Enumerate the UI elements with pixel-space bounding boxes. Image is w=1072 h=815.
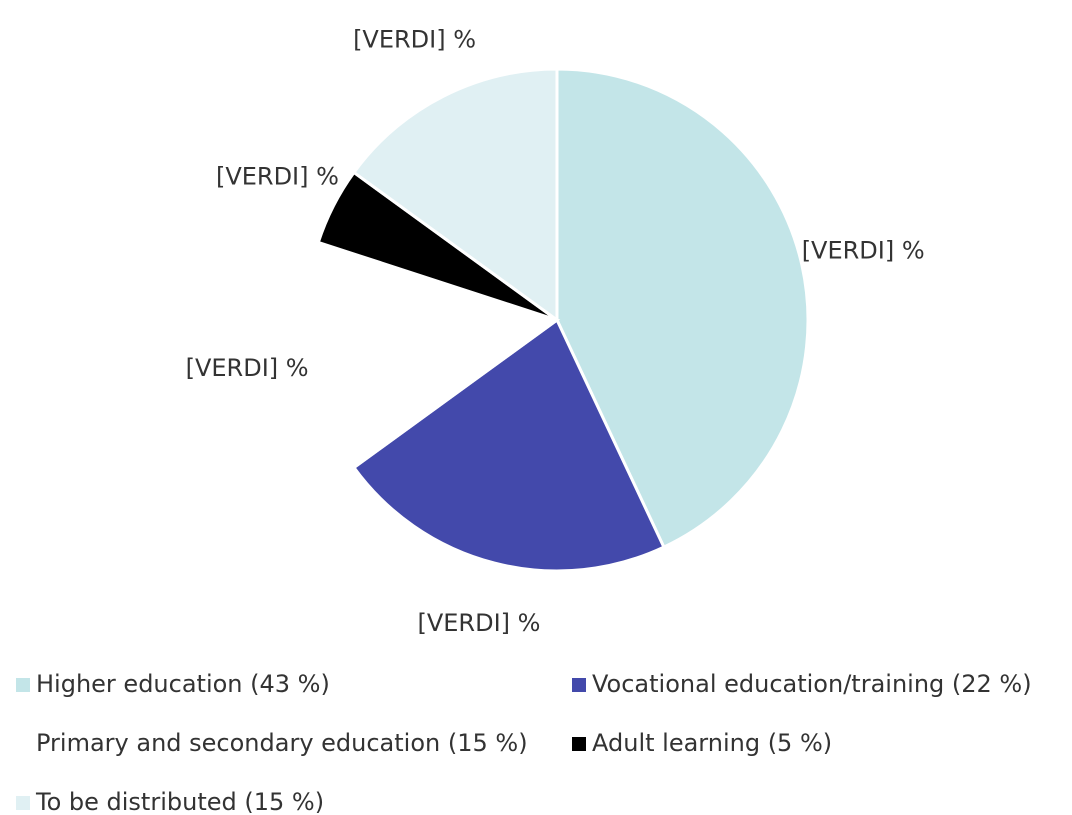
slice-label: [VERDI] %: [216, 163, 339, 191]
legend-swatch: [16, 737, 30, 751]
legend-label: Higher education (43 %): [36, 670, 330, 698]
slice-label: [VERDI] %: [417, 609, 540, 637]
legend-swatch: [16, 678, 30, 692]
legend-label: Primary and secondary education (15 %): [36, 729, 528, 757]
pie-slice: [304, 240, 561, 470]
slice-label: [VERDI] %: [353, 25, 476, 53]
legend-label: Vocational education/training (22 %): [592, 670, 1032, 698]
legend-swatch: [572, 678, 586, 692]
pie-slice: [351, 317, 666, 573]
legend-label: To be distributed (15 %): [35, 788, 324, 815]
legend-label: Adult learning (5 %): [592, 729, 832, 757]
slice-label: [VERDI] %: [186, 354, 309, 382]
pie-slice: [555, 67, 810, 550]
pie-slice: [351, 67, 559, 323]
legend-swatch: [16, 796, 30, 810]
slice-label: [VERDI] %: [802, 237, 925, 265]
legend-swatch: [572, 737, 586, 751]
